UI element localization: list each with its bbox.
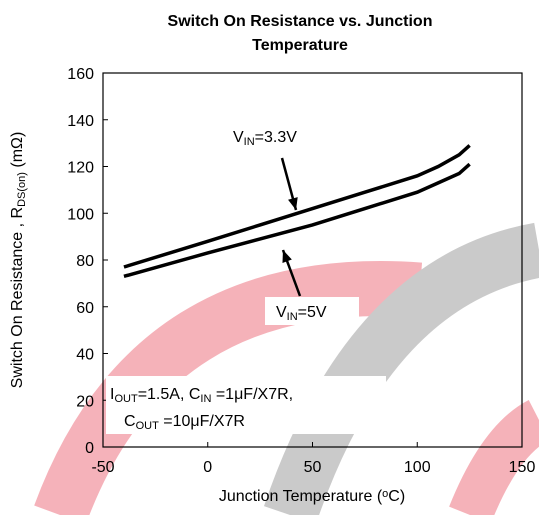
y-tick-label: 40 bbox=[76, 347, 94, 364]
watermark-arc bbox=[449, 399, 539, 520]
arrow-head bbox=[288, 197, 298, 210]
text-part: =10μF/X7R bbox=[159, 413, 245, 430]
x-tick-label: 50 bbox=[304, 459, 322, 476]
series-line bbox=[123, 162, 471, 279]
annotation: VIN=5V bbox=[276, 304, 327, 323]
text-part: V bbox=[233, 129, 244, 146]
y-tick-label: 60 bbox=[76, 300, 94, 317]
y-tick-label: 120 bbox=[67, 160, 94, 177]
y-tick-label: 140 bbox=[67, 113, 94, 130]
annotation: VIN=3.3V bbox=[233, 129, 297, 148]
x-axis-label: Junction Temperature (oC) bbox=[219, 488, 405, 505]
label-bg bbox=[265, 297, 359, 325]
text-part: OUT bbox=[114, 393, 138, 405]
y-tick-label: 20 bbox=[76, 393, 94, 410]
watermark-arc bbox=[263, 222, 539, 520]
text-part: Junction Temperature ( bbox=[219, 488, 383, 505]
text-part: o bbox=[382, 488, 388, 500]
x-tick-label: 0 bbox=[203, 459, 212, 476]
annotation: IOUT=1.5A, CIN =1μF/X7R, bbox=[110, 386, 293, 405]
annotation: COUT =10μF/X7R bbox=[124, 413, 245, 432]
text-part: IN bbox=[287, 311, 298, 323]
arrow-head bbox=[282, 250, 292, 263]
text-part: DS(on) bbox=[16, 172, 28, 207]
text-part: I bbox=[110, 386, 114, 403]
chart-title: Temperature bbox=[252, 37, 348, 54]
y-tick-label: 0 bbox=[85, 440, 94, 457]
text-part: (mΩ) bbox=[9, 132, 26, 172]
text-part: Switch On Resistance , R bbox=[9, 207, 26, 388]
text-part: =5V bbox=[298, 304, 327, 321]
y-tick-label: 100 bbox=[67, 206, 94, 223]
x-tick-label: 150 bbox=[509, 459, 536, 476]
text-part: IN bbox=[244, 136, 255, 148]
x-tick-label: -50 bbox=[91, 459, 114, 476]
text-part: V bbox=[276, 304, 287, 321]
watermark-arc bbox=[34, 261, 423, 520]
text-part: =1.5A, C bbox=[138, 386, 201, 403]
text-part: =3.3V bbox=[255, 129, 298, 146]
y-tick-label: 80 bbox=[76, 253, 94, 270]
text-part: C) bbox=[388, 488, 405, 505]
y-axis-label: Switch On Resistance , RDS(on) (mΩ) bbox=[9, 132, 28, 389]
x-tick-label: 100 bbox=[404, 459, 431, 476]
chart-title: Switch On Resistance vs. Junction bbox=[168, 13, 433, 30]
text-part: C bbox=[124, 413, 136, 430]
text-part: IN bbox=[200, 393, 211, 405]
series-line bbox=[123, 144, 471, 269]
watermark bbox=[34, 222, 539, 520]
y-tick-label: 160 bbox=[67, 66, 94, 83]
label-bg bbox=[106, 376, 386, 434]
text-part: OUT bbox=[136, 420, 160, 432]
text-part: =1μF/X7R, bbox=[211, 386, 293, 403]
